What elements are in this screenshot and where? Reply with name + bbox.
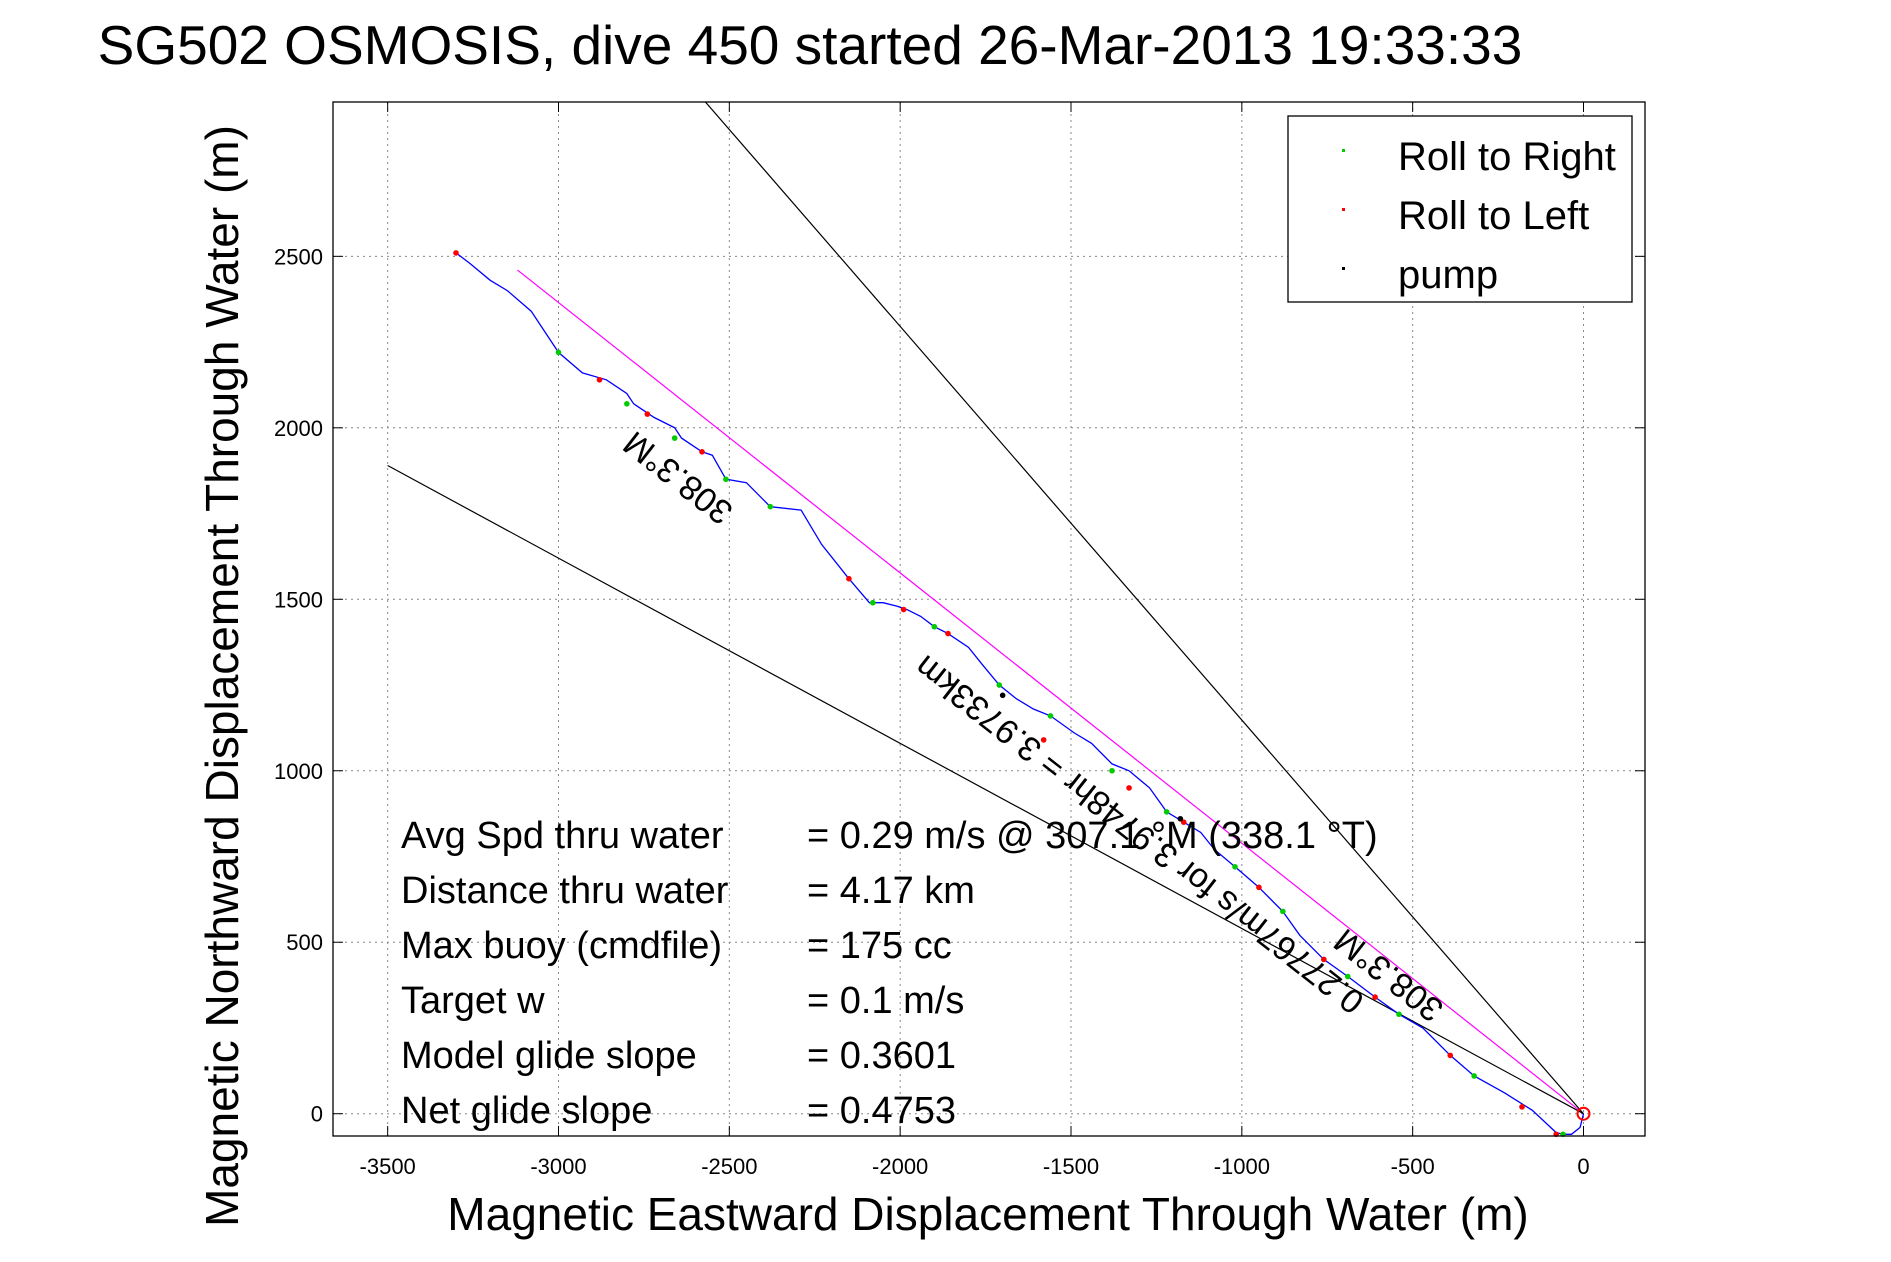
y-tick-label: 500	[286, 930, 323, 955]
x-tick-label: -2000	[872, 1154, 928, 1179]
roll-right-point	[671, 435, 678, 441]
roll-right-point	[1396, 1011, 1402, 1018]
roll-left-point	[644, 411, 651, 417]
roll-right-point	[767, 503, 774, 510]
y-axis-label: Magnetic Northward Displacement Through …	[196, 125, 248, 1227]
reference-line-upper-bound	[704, 102, 1584, 1115]
x-tick-label: -2500	[701, 1154, 757, 1179]
legend-roll-left-marker	[1342, 208, 1345, 211]
y-tick-label: 2000	[274, 416, 323, 441]
pump-point	[1177, 815, 1184, 822]
stat-label: Net glide slope	[401, 1090, 652, 1132]
reference-line-lower-bound	[387, 465, 1584, 1115]
grid	[333, 102, 1645, 1136]
roll-right-point	[1232, 863, 1238, 870]
legend-roll-right-label: Roll to Right	[1398, 135, 1616, 179]
y-tick-label: 1000	[274, 759, 323, 784]
stat-value: = 0.4753	[807, 1090, 956, 1132]
chart-title: SG502 OSMOSIS, dive 450 started 26-Mar-2…	[98, 14, 1523, 76]
roll-left-point	[1447, 1052, 1454, 1059]
roll-right-point	[555, 349, 562, 356]
y-tick-label: 1500	[274, 587, 323, 612]
axes-frame	[332, 101, 1646, 1137]
roll-markers	[453, 250, 1591, 1138]
stat-label: Model glide slope	[401, 1035, 697, 1077]
roll-left-point	[1126, 785, 1132, 791]
legend-pump-marker	[1342, 267, 1345, 270]
y-tick-label: 0	[311, 1102, 323, 1127]
stat-value: = 4.17 km	[807, 870, 975, 912]
y-tick-label: 2500	[274, 244, 323, 269]
pump-point	[999, 692, 1006, 699]
origin-marker	[1576, 1106, 1591, 1121]
roll-left-point	[699, 449, 705, 455]
roll-left-point	[1519, 1104, 1525, 1110]
roll-right-point	[870, 599, 876, 606]
stat-value: = 175 cc	[807, 925, 952, 967]
roll-left-point	[1040, 737, 1047, 743]
roll-right-point	[1163, 809, 1170, 815]
roll-left-point	[945, 630, 951, 637]
roll-left-point	[453, 250, 459, 256]
roll-left-point	[1256, 884, 1262, 891]
roll-left-point	[900, 606, 907, 613]
roll-right-point	[1471, 1073, 1477, 1079]
x-tick-label: 0	[1577, 1154, 1589, 1179]
reference-line-track-to-target	[517, 269, 1584, 1115]
stat-value: = 0.1 m/s	[807, 980, 964, 1022]
stat-value: = 0.29 m/s @ 307.1 °M (338.1 °T)	[807, 815, 1378, 857]
x-axis-label: Magnetic Eastward Displacement Through W…	[447, 1188, 1528, 1240]
roll-left-point	[1372, 994, 1378, 1000]
roll-left-point	[1180, 819, 1187, 825]
legend-box	[1287, 115, 1633, 303]
x-tick-label: -3000	[530, 1154, 586, 1179]
stats-block: Avg Spd thru water = 0.29 m/s @ 307.1 °M …	[401, 815, 1378, 1132]
stat-label: Max buoy (cmdfile)	[401, 925, 722, 967]
roll-right-point	[723, 476, 729, 483]
x-tick-label: -1000	[1214, 1154, 1270, 1179]
roll-right-point	[1280, 908, 1286, 915]
legend-pump-label: pump	[1398, 253, 1498, 297]
x-tick-label: -500	[1391, 1154, 1435, 1179]
stat-label: Distance thru water	[401, 870, 729, 912]
roll-left-point	[846, 575, 852, 582]
x-tick-label: -3500	[360, 1154, 416, 1179]
roll-left-point	[1321, 956, 1327, 963]
x-tick-label: -1500	[1043, 1154, 1099, 1179]
roll-right-point	[1344, 973, 1351, 980]
legend: Roll to Right Roll to Left pump	[1287, 115, 1633, 303]
stat-label: Target w	[401, 980, 545, 1022]
roll-left-point	[596, 376, 603, 383]
roll-right-point	[931, 623, 938, 630]
roll-right-point	[624, 400, 630, 407]
roll-right-point	[1047, 713, 1054, 719]
stat-label: Avg Spd thru water	[401, 815, 724, 857]
axis-ticks: -3500 -3000 -2500 -2000 -1500 -1000 -500 0 0 500 1…	[274, 102, 1645, 1179]
roll-right-point	[996, 682, 1003, 688]
legend-roll-left-label: Roll to Left	[1398, 194, 1589, 238]
legend-roll-right-marker	[1342, 149, 1345, 152]
reference-lines	[387, 102, 1584, 1115]
stat-value: = 0.3601	[807, 1035, 956, 1077]
roll-right-point	[1109, 767, 1115, 774]
